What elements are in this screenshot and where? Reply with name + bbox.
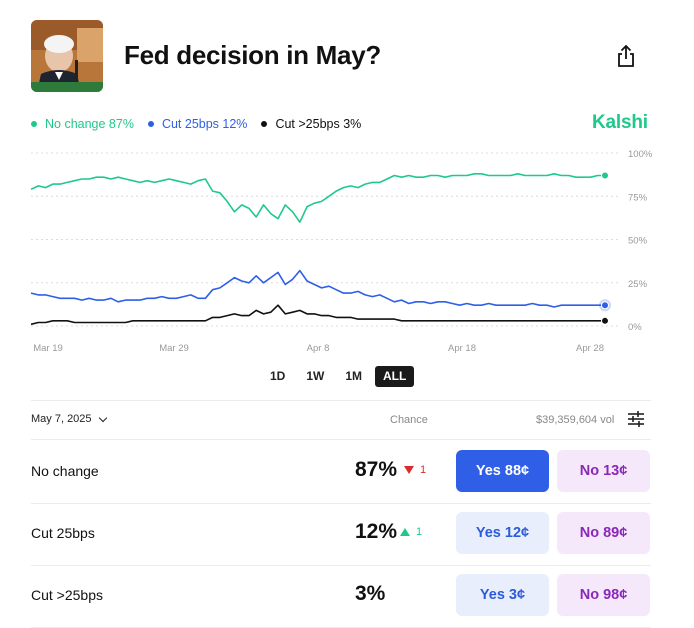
- legend-label: Cut 25bps 12%: [161, 117, 248, 131]
- brand-logo: Kalshi: [592, 112, 648, 133]
- share-icon: [618, 44, 634, 67]
- range-1m-button[interactable]: 1M: [345, 369, 363, 383]
- market-thumbnail: [31, 20, 103, 92]
- buy-yes-button[interactable]: Yes 12¢: [456, 512, 549, 554]
- volume-label: $39,359,604 vol: [536, 414, 615, 426]
- range-all-button[interactable]: ALL: [375, 366, 415, 387]
- market-row-cut-over-25bps[interactable]: Cut >25bps 3% Yes 3¢ No 98¢: [31, 564, 651, 626]
- legend-dot-icon: [31, 121, 37, 127]
- chance-delta: 1: [404, 464, 426, 476]
- market-name: No change: [31, 463, 99, 479]
- buy-no-button[interactable]: No 89¢: [557, 512, 650, 554]
- chance-column-header: Chance: [390, 414, 428, 426]
- divider: [31, 503, 651, 504]
- y-tick-label: 100%: [628, 149, 653, 160]
- market-name: Cut >25bps: [31, 587, 103, 603]
- share-button[interactable]: [616, 44, 636, 68]
- chance-delta: 1: [400, 526, 422, 538]
- y-tick-label: 50%: [628, 236, 648, 247]
- series-end-point: [601, 301, 609, 310]
- divider: [31, 400, 651, 401]
- market-chance: 3%: [355, 582, 386, 605]
- y-tick-label: 75%: [628, 192, 648, 203]
- series-line-cut-25bps: [30, 269, 605, 308]
- markets-header: May 7, 2025 Chance $39,359,604 vol: [31, 402, 651, 438]
- speaker-photo-icon: [31, 20, 103, 92]
- market-header: Fed decision in May?: [31, 20, 651, 92]
- chevron-down-icon: [98, 413, 107, 422]
- y-tick-label: 25%: [628, 279, 648, 290]
- range-1d-button[interactable]: 1D: [270, 369, 286, 383]
- series-line-cut-25bps: [30, 304, 605, 326]
- legend-item-cut-over-25bps: Cut >25bps 3%: [261, 117, 361, 131]
- x-tick-label: Apr 28: [576, 343, 604, 354]
- page-title: Fed decision in May?: [124, 40, 381, 70]
- delta-value: 1: [416, 526, 423, 538]
- market-name: Cut 25bps: [31, 525, 95, 541]
- buy-no-button[interactable]: No 98¢: [557, 574, 650, 616]
- x-tick-label: Mar 19: [33, 343, 63, 354]
- series-line-no-change: [30, 173, 605, 223]
- chart-legend: No change 87% Cut 25bps 12% Cut >25bps 3…: [31, 116, 375, 132]
- market-chance: 12%: [355, 520, 398, 543]
- legend-dot-icon: [147, 121, 154, 127]
- sliders-icon: [628, 411, 644, 427]
- series-end-point: [601, 171, 609, 180]
- delta-value: 1: [420, 464, 427, 476]
- legend-label: No change 87%: [45, 117, 134, 131]
- up-arrow-icon: [400, 528, 410, 536]
- down-arrow-icon: [404, 466, 414, 474]
- x-tick-label: Mar 29: [159, 343, 189, 354]
- legend-dot-icon: [261, 121, 268, 127]
- buy-no-button[interactable]: No 13¢: [557, 450, 650, 492]
- range-selector: 1D 1W 1M ALL: [262, 366, 419, 387]
- price-history-chart[interactable]: 100% 75% 50% 25% 0% Mar 19 Mar 29 Apr 8 Apr 18 Ap…: [0, 140, 694, 360]
- market-row-cut-25bps[interactable]: Cut 25bps 12% 1 Yes 12¢ No 89¢: [31, 502, 651, 564]
- x-tick-label: Apr 8: [307, 343, 330, 354]
- y-tick-label: 0%: [628, 322, 642, 333]
- divider: [31, 439, 651, 440]
- legend-item-cut-25bps: Cut 25bps 12%: [147, 117, 248, 131]
- legend-label: Cut >25bps 3%: [275, 117, 362, 131]
- market-chance: 87%: [355, 458, 398, 481]
- range-1w-button[interactable]: 1W: [306, 369, 325, 383]
- date-label: May 7, 2025: [31, 413, 92, 425]
- legend-item-no-change: No change 87%: [31, 117, 134, 131]
- date-dropdown[interactable]: May 7, 2025: [31, 413, 107, 425]
- series-end-point: [601, 316, 609, 325]
- x-tick-label: Apr 18: [448, 343, 476, 354]
- buy-yes-button[interactable]: Yes 88¢: [456, 450, 549, 492]
- filter-button[interactable]: [627, 410, 645, 428]
- divider: [31, 565, 651, 566]
- buy-yes-button[interactable]: Yes 3¢: [456, 574, 549, 616]
- market-row-no-change[interactable]: No change 87% 1 Yes 88¢ No 13¢: [31, 440, 651, 502]
